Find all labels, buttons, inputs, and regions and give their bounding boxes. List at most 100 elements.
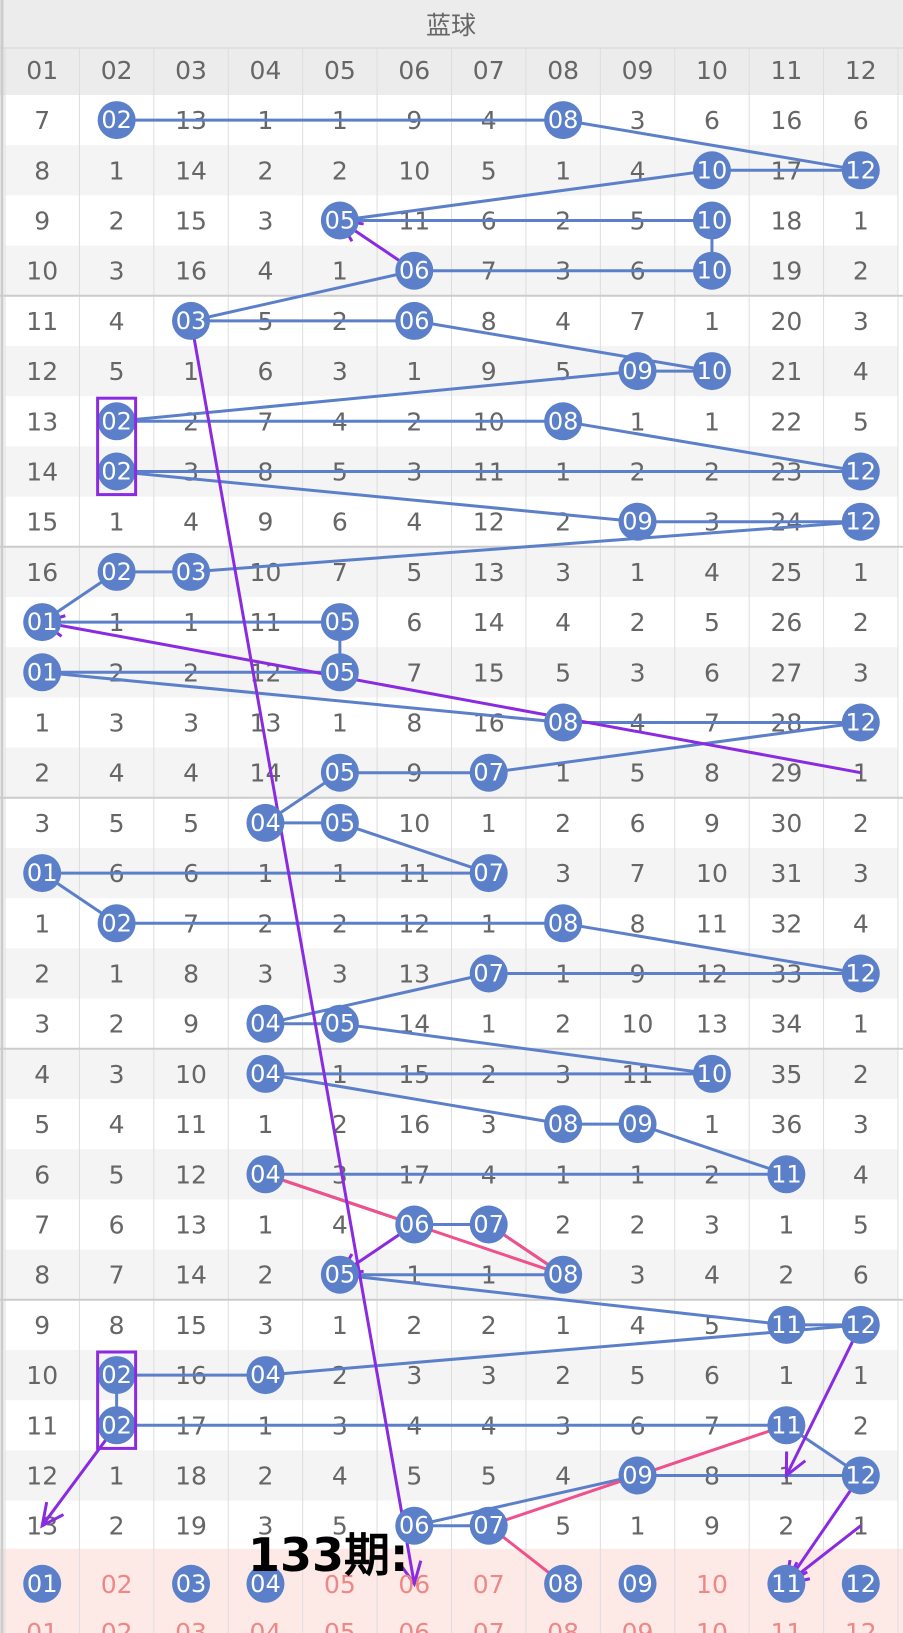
table-cell: 16 <box>770 106 802 135</box>
table-cell: 8 <box>406 709 422 738</box>
table-cell: 9 <box>183 1010 199 1039</box>
purple-arrowhead <box>784 1451 807 1479</box>
table-cell: 34 <box>770 1010 802 1039</box>
footer-label: 08 <box>547 1618 579 1633</box>
prediction-cell: 05 <box>324 1570 356 1599</box>
column-header-09: 09 <box>622 56 654 85</box>
table-cell: 1 <box>704 407 720 436</box>
table-cell: 1 <box>332 1311 348 1340</box>
trend-line <box>413 1474 638 1528</box>
table-cell: 7 <box>630 859 646 888</box>
blue-ball <box>320 603 359 642</box>
table-cell: 26 <box>770 608 802 637</box>
table-cell: 4 <box>109 759 125 788</box>
table-cell: 2 <box>555 1010 571 1039</box>
blue-ball-label: 10 <box>697 1060 728 1088</box>
table-cell: 3 <box>258 1311 274 1340</box>
table-cell: 2 <box>481 1311 497 1340</box>
column-header-row: 01 02 03 04 05 06 07 08 09 10 11 12 <box>26 56 876 85</box>
table-cell: 9 <box>704 1512 720 1541</box>
blue-ball <box>469 1506 508 1545</box>
blue-ball-label: 05 <box>325 658 356 686</box>
table-cell: 3 <box>258 1512 274 1541</box>
blue-ball <box>618 1564 657 1603</box>
purple-trend-line <box>189 320 416 1585</box>
table-cell: 2 <box>555 809 571 838</box>
table-cell: 9 <box>258 508 274 537</box>
blue-ball-label: 12 <box>846 960 877 988</box>
trend-line <box>265 1323 861 1377</box>
table-cell: 9 <box>34 207 50 236</box>
table-cell: 3 <box>853 307 869 336</box>
selection-boxes <box>96 396 138 1450</box>
table-cell: 3 <box>630 658 646 687</box>
table-cell: 11 <box>26 1411 58 1440</box>
blue-ball-label: 07 <box>473 960 504 988</box>
blue-ball <box>469 753 508 792</box>
table-cell: 1 <box>853 759 869 788</box>
purple-trend-line <box>785 1474 863 1585</box>
blue-ball-label: 01 <box>27 658 58 686</box>
table-cell: 3 <box>109 1060 125 1089</box>
table-cell: 21 <box>770 357 802 386</box>
footer-label: 11 <box>770 1618 802 1633</box>
prediction-cell: 10 <box>696 1570 728 1599</box>
table-cell: 4 <box>555 608 571 637</box>
blue-ball <box>246 1054 285 1093</box>
table-cell: 12 <box>175 1160 207 1189</box>
blue-ball-label: 11 <box>771 1411 802 1439</box>
trend-line <box>562 118 862 172</box>
blue-ball-label: 09 <box>622 1462 653 1490</box>
table-cell: 10 <box>26 1361 58 1390</box>
table-cell: 3 <box>853 859 869 888</box>
blue-ball-label: 04 <box>250 1570 281 1598</box>
table-cell: 8 <box>34 1261 50 1290</box>
table-cell: 5 <box>853 1211 869 1240</box>
table-cell: 4 <box>109 307 125 336</box>
table-cell: 9 <box>704 809 720 838</box>
table-cell: 16 <box>26 558 58 587</box>
table-cell: 8 <box>481 307 497 336</box>
table-cell: 3 <box>406 1361 422 1390</box>
blue-ball-label: 07 <box>473 1211 504 1239</box>
blue-ball <box>544 703 583 742</box>
blue-ball-label: 09 <box>622 1570 653 1598</box>
blue-ball-label: 12 <box>846 1311 877 1339</box>
table-cell: 3 <box>183 709 199 738</box>
table-cell: 2 <box>853 257 869 286</box>
blue-ball-label: 11 <box>771 1570 802 1598</box>
table-cell: 2 <box>555 1361 571 1390</box>
table-cell: 19 <box>175 1512 207 1541</box>
trend-line <box>562 419 862 473</box>
blue-ball <box>97 452 136 491</box>
table-cell: 4 <box>555 1462 571 1491</box>
blue-ball-label: 04 <box>250 809 281 837</box>
table-cell: 4 <box>183 759 199 788</box>
blue-ball-label: 05 <box>325 1010 356 1038</box>
trend-line <box>190 520 861 574</box>
table-cell: 14 <box>250 759 282 788</box>
blue-ball-label: 06 <box>399 1512 430 1540</box>
table-cell: 29 <box>770 759 802 788</box>
blue-ball <box>97 1406 136 1445</box>
table-cell: 6 <box>258 357 274 386</box>
blue-ball-label: 07 <box>473 859 504 887</box>
blue-ball-label: 08 <box>548 1261 579 1289</box>
blue-ball-label: 12 <box>846 156 877 184</box>
table-cell: 14 <box>26 458 58 487</box>
table-cell: 5 <box>630 1361 646 1390</box>
blue-ball-label: 02 <box>101 458 132 486</box>
blue-ball <box>246 1155 285 1194</box>
blue-ball-label: 07 <box>473 759 504 787</box>
table-cell: 11 <box>26 307 58 336</box>
table-cell: 6 <box>704 1361 720 1390</box>
table-cell: 5 <box>406 1462 422 1491</box>
table-cell: 1 <box>34 709 50 738</box>
blue-ball-label: 08 <box>548 909 579 937</box>
footer-label: 04 <box>250 1618 282 1633</box>
blue-ball <box>246 1356 285 1395</box>
table-cell: 1 <box>853 1010 869 1039</box>
blue-ball-label: 12 <box>846 508 877 536</box>
table-cell: 6 <box>332 508 348 537</box>
